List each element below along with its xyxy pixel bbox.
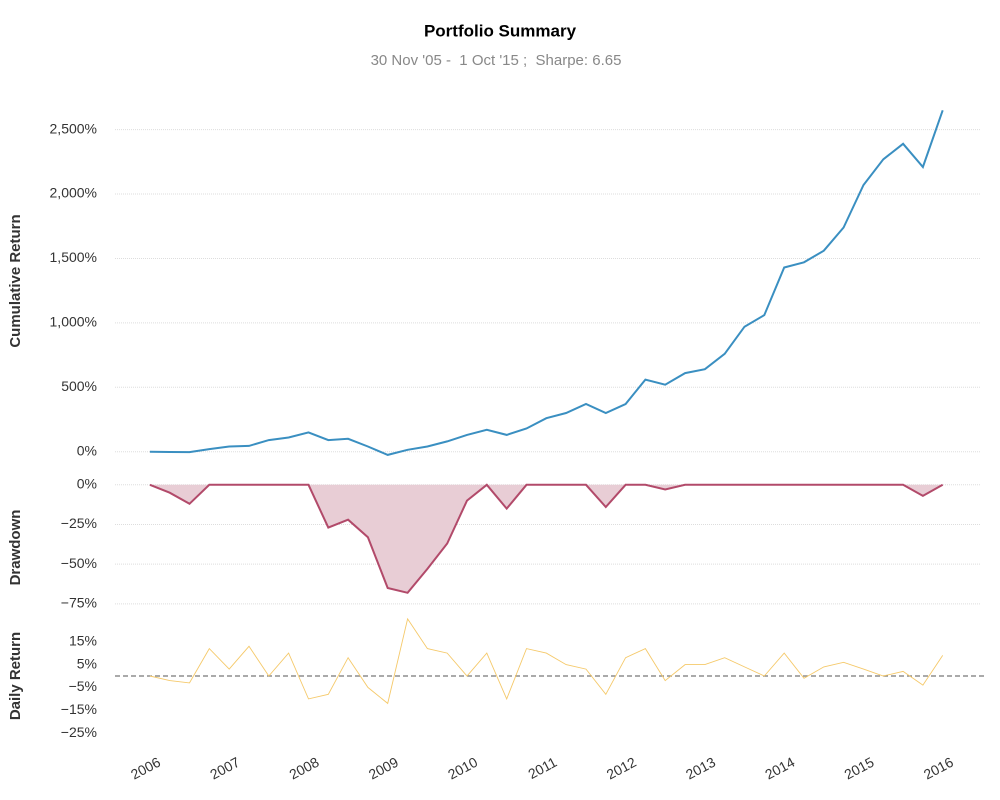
x-tick-label: 2006	[128, 754, 163, 783]
area	[149, 484, 943, 593]
y-tick-label: 2,500%	[50, 120, 97, 136]
x-tick-label: 2013	[683, 754, 718, 783]
y-tick-label: −5%	[69, 678, 97, 694]
x-tick-label: 2010	[445, 754, 480, 783]
x-tick-label: 2007	[207, 754, 242, 783]
line	[149, 617, 944, 705]
y-tick-label: 5%	[77, 655, 97, 671]
y-tick-label: −15%	[61, 701, 97, 717]
y-tick-label: 0%	[77, 442, 97, 458]
y-tick-label: 1,000%	[50, 314, 97, 330]
x-tick-label: 2008	[287, 754, 322, 783]
x-tick-label: 2016	[921, 754, 956, 783]
y-tick-label: 500%	[61, 378, 97, 394]
y-tick-label: 1,500%	[50, 249, 97, 265]
y-axis-label: Daily Return	[7, 632, 24, 720]
y-tick-label: 0%	[77, 475, 97, 491]
y-axis-label: Cumulative Return	[7, 214, 24, 347]
y-tick-label: −50%	[61, 555, 97, 571]
x-tick-label: 2012	[604, 754, 639, 783]
x-tick-label: 2015	[842, 754, 877, 783]
y-axis-label: Drawdown	[7, 510, 24, 586]
y-tick-label: 15%	[69, 632, 97, 648]
x-tick-label: 2011	[525, 754, 559, 782]
y-tick-label: 2,000%	[50, 185, 97, 201]
chart-subtitle: 30 Nov '05 - 1 Oct '15 ; Sharpe: 6.65	[371, 52, 622, 69]
y-tick-label: −75%	[61, 595, 97, 611]
y-tick-label: −25%	[61, 515, 97, 531]
x-tick-label: 2009	[366, 754, 401, 783]
x-tick-label: 2014	[762, 754, 797, 783]
chart-title: Portfolio Summary	[424, 21, 577, 40]
line	[149, 109, 944, 456]
line	[149, 483, 944, 594]
y-tick-label: −25%	[61, 724, 97, 740]
